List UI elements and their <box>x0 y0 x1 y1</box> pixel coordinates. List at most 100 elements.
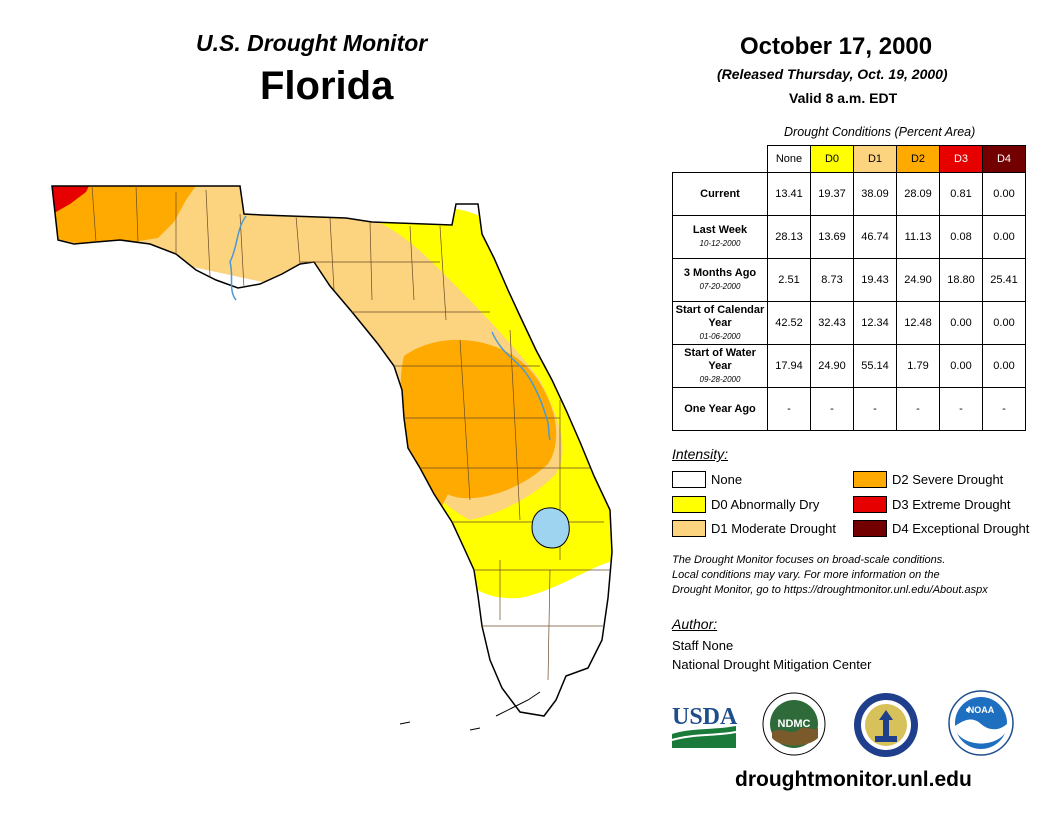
florida-keys <box>399 691 541 731</box>
website-link[interactable]: droughtmonitor.unl.edu <box>735 768 972 791</box>
table-cell: 28.09 <box>896 172 940 216</box>
county-boundaries <box>91 185 610 681</box>
note-line: Local conditions may vary. For more info… <box>672 569 940 581</box>
state-title: Florida <box>260 64 394 108</box>
table-header-row: None D0 D1 D2 D3 D4 <box>673 145 1026 173</box>
commerce-seal <box>854 693 918 757</box>
table-cell: 11.13 <box>896 215 940 259</box>
row-title: One Year Ago <box>684 402 756 415</box>
table-cell: 2.51 <box>767 258 811 302</box>
table-cell: 38.09 <box>853 172 897 216</box>
table-cell: 19.37 <box>810 172 854 216</box>
legend-label-d3: D3 Extreme Drought <box>892 497 1011 512</box>
drought-d3-area <box>52 186 92 212</box>
legend-swatch-d0 <box>672 496 706 513</box>
table-cell: - <box>982 387 1026 431</box>
table-cell: 42.52 <box>767 301 811 345</box>
row-title: 3 Months Ago <box>683 267 757 279</box>
row-date: 07-20-2000 <box>699 282 741 291</box>
note-line: The Drought Monitor focuses on broad-sca… <box>672 554 946 566</box>
row-title: Start of Calendar Year <box>675 303 765 329</box>
legend-title: Intensity: <box>672 446 729 462</box>
legend-label-d2: D2 Severe Drought <box>892 472 1004 487</box>
table-cell: 18.80 <box>939 258 983 302</box>
table-cell: 28.13 <box>767 215 811 259</box>
legend-label-d1: D1 Moderate Drought <box>711 521 837 536</box>
table-cell: 13.69 <box>810 215 854 259</box>
row-label: Start of Water Year 09-28-2000 <box>672 344 768 388</box>
table-cell: 24.90 <box>810 344 854 388</box>
table-cell: 0.00 <box>982 215 1026 259</box>
col-header-d4: D4 <box>982 145 1026 173</box>
row-date: 01-06-2000 <box>699 331 741 341</box>
row-label: Last Week 10-12-2000 <box>672 215 768 259</box>
table-cell: 0.00 <box>982 344 1026 388</box>
table-caption: Drought Conditions (Percent Area) <box>784 125 976 139</box>
drought-conditions-table: None D0 D1 D2 D3 D4 Current 13.41 19.37 … <box>672 145 1026 431</box>
noaa-logo: NOAA <box>948 690 1014 756</box>
rivers <box>229 215 551 441</box>
row-label: Current <box>672 172 768 216</box>
table-cell: 24.90 <box>896 258 940 302</box>
table-cell: - <box>896 387 940 431</box>
drought-d2-panhandle-area <box>52 186 200 244</box>
row-title: Last Week <box>692 224 748 236</box>
row-label: Start of Calendar Year 01-06-2000 <box>672 301 768 345</box>
row-date: 09-28-2000 <box>699 374 741 384</box>
table-cell: 12.48 <box>896 301 940 345</box>
table-cell: 8.73 <box>810 258 854 302</box>
florida-outline <box>51 185 613 717</box>
release-date: (Released Thursday, Oct. 19, 2000) <box>717 66 948 82</box>
ndmc-logo-text: NDMC <box>778 718 811 730</box>
legend-label-d0: D0 Abnormally Dry <box>711 497 820 512</box>
table-row: Start of Calendar Year 01-06-2000 42.52 3… <box>672 301 1026 345</box>
col-header-d3: D3 <box>939 145 983 173</box>
table-row: Last Week 10-12-2000 28.13 13.69 46.74 11… <box>672 215 1026 259</box>
note-line: Drought Monitor, go to https://droughtmo… <box>672 584 988 596</box>
legend-swatch-d4 <box>853 520 887 537</box>
col-header-d2: D2 <box>896 145 940 173</box>
col-header-d1: D1 <box>853 145 897 173</box>
table-cell: 0.00 <box>939 301 983 345</box>
table-cell: 19.43 <box>853 258 897 302</box>
table-cell: 0.00 <box>939 344 983 388</box>
row-date: 10-12-2000 <box>699 239 741 248</box>
col-header-none: None <box>767 145 811 173</box>
table-row: Start of Water Year 09-28-2000 17.94 24.9… <box>672 344 1026 388</box>
table-cell: 13.41 <box>767 172 811 216</box>
florida-drought-map <box>51 185 613 731</box>
usda-logo: USDA <box>671 704 738 748</box>
author-name: Staff None <box>672 638 734 653</box>
lake-okeechobee <box>531 507 570 549</box>
table-cell: 55.14 <box>853 344 897 388</box>
disclaimer-note: The Drought Monitor focuses on broad-sca… <box>672 553 1042 598</box>
legend-swatch-d3 <box>853 496 887 513</box>
ndmc-logo: NDMC <box>762 692 826 756</box>
col-header-d0: D0 <box>810 145 854 173</box>
valid-time: Valid 8 a.m. EDT <box>789 90 898 106</box>
table-row: 3 Months Ago 07-20-2000 2.51 8.73 19.43 2… <box>672 258 1026 302</box>
map-date: October 17, 2000 <box>740 33 933 60</box>
legend-swatch-d1 <box>672 520 706 537</box>
table-cell: 25.41 <box>982 258 1026 302</box>
legend-swatch-d2 <box>853 471 887 488</box>
legend-swatch-none <box>672 471 706 488</box>
table-cell: - <box>810 387 854 431</box>
table-cell: - <box>853 387 897 431</box>
row-label: One Year Ago <box>672 387 768 431</box>
usda-logo-text: USDA <box>672 704 738 730</box>
table-cell: 32.43 <box>810 301 854 345</box>
table-cell: 0.00 <box>982 301 1026 345</box>
table-cell: 17.94 <box>767 344 811 388</box>
row-title: Current <box>700 187 740 200</box>
table-corner <box>673 146 768 173</box>
table-cell: 46.74 <box>853 215 897 259</box>
table-cell: 0.08 <box>939 215 983 259</box>
table-cell: - <box>939 387 983 431</box>
monitor-title: U.S. Drought Monitor <box>196 30 428 56</box>
author-title: Author: <box>672 616 718 632</box>
table-cell: - <box>767 387 811 431</box>
legend-label-d4: D4 Exceptional Drought <box>892 521 1030 536</box>
table-row: Current 13.41 19.37 38.09 28.09 0.81 0.0… <box>672 172 1026 216</box>
row-label: 3 Months Ago 07-20-2000 <box>672 258 768 302</box>
